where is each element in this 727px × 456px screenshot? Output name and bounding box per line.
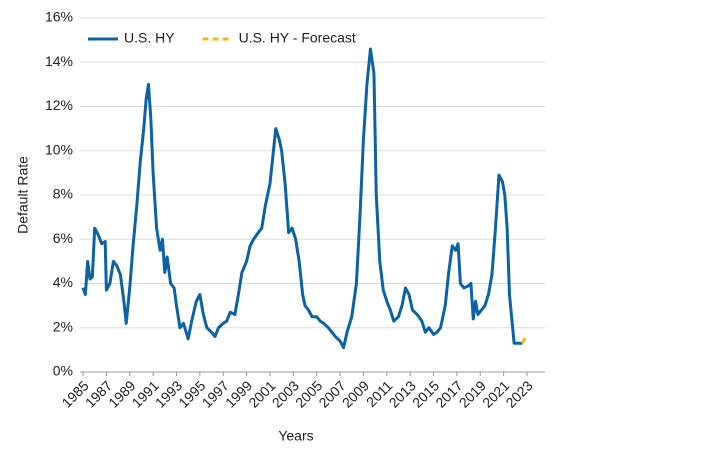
y-tick-label: 0%: [53, 363, 73, 379]
y-axis-label: Default Rate: [15, 156, 31, 234]
y-tick-label: 14%: [45, 53, 73, 69]
line-series: [521, 335, 529, 344]
y-tick-label: 6%: [53, 230, 73, 246]
y-tick-label: 8%: [53, 186, 73, 202]
y-tick-label: 12%: [45, 97, 73, 113]
x-axis-label: Years: [278, 428, 313, 444]
line-series: [81, 47, 523, 350]
y-tick-label: 2%: [53, 318, 73, 334]
legend-label: U.S. HY: [124, 30, 175, 46]
legend-label: U.S. HY - Forecast: [239, 30, 356, 46]
y-tick-label: 10%: [45, 141, 73, 157]
y-tick-label: 4%: [53, 274, 73, 290]
y-tick-label: 16%: [45, 9, 73, 25]
x-tick-label: 2023: [502, 377, 535, 410]
